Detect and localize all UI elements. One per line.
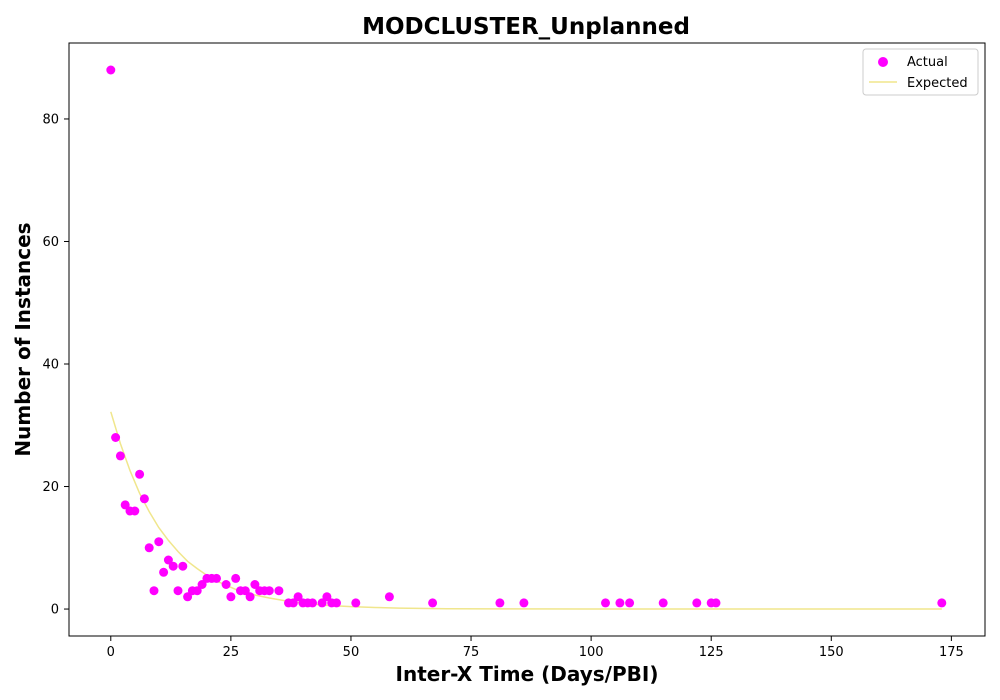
actual-point [937,598,947,608]
y-tick-label: 80 [42,112,59,127]
actual-point [163,555,173,565]
actual-point [130,506,140,516]
actual-point [308,598,317,608]
actual-point [192,586,202,596]
actual-point [274,586,284,596]
actual-point [317,598,327,608]
x-axis: 0 25 50 75 100 125 150 175 [107,636,964,660]
legend-actual-marker [878,57,888,67]
plot-area [68,42,986,637]
x-tick-label: 100 [579,645,604,660]
actual-point [601,598,610,608]
actual-point [692,598,702,608]
actual-point [519,598,529,608]
y-axis: 0 20 40 60 80 [42,112,69,618]
actual-point [197,580,207,589]
legend-box [862,48,979,96]
actual-point [711,598,721,608]
y-tick-label: 0 [51,603,59,618]
actual-point [384,592,394,602]
actual-point [658,598,668,608]
chart-title: MODCLUSTER_Unplanned [362,14,690,40]
actual-point [144,543,154,553]
actual-point [111,433,121,442]
legend-actual-label: Actual [907,55,948,70]
x-tick-label: 125 [699,645,724,660]
legend: Actual Expected [862,48,979,96]
legend-expected-label: Expected [907,76,968,91]
actual-point [159,567,169,577]
x-tick-label: 175 [939,645,964,660]
actual-point [178,561,188,571]
actual-point [221,580,231,589]
actual-point [351,598,361,608]
actual-point [149,586,159,596]
actual-point [212,573,221,583]
x-tick-label: 25 [223,645,240,660]
actual-point [183,592,193,602]
actual-point [250,580,260,589]
actual-point [245,592,255,602]
actual-point [135,469,145,479]
plot-frame [68,42,986,637]
actual-series [106,65,947,608]
actual-point [106,65,116,75]
actual-point [428,598,438,608]
x-tick-label: 50 [343,645,360,660]
actual-point [264,586,274,596]
actual-point [332,598,341,608]
actual-point [231,573,241,583]
actual-point [615,598,625,608]
actual-point [322,592,332,602]
actual-point [154,537,164,547]
y-axis-label: Number of Instances [11,222,35,456]
actual-point [625,598,635,608]
actual-point [240,586,250,596]
x-tick-label: 75 [463,645,480,660]
actual-point [139,494,149,504]
actual-point [226,592,236,602]
x-axis-label: Inter-X Time (Days/PBI) [396,662,659,686]
x-tick-label: 0 [107,645,115,660]
actual-point [115,451,125,461]
actual-point [288,598,298,608]
x-tick-label: 150 [819,645,844,660]
actual-point [293,592,303,602]
actual-point [495,598,505,608]
y-tick-label: 20 [42,480,59,495]
y-tick-label: 60 [42,235,59,250]
actual-point [120,500,130,510]
actual-point [168,561,178,571]
y-tick-label: 40 [42,358,59,373]
actual-point [173,586,183,596]
